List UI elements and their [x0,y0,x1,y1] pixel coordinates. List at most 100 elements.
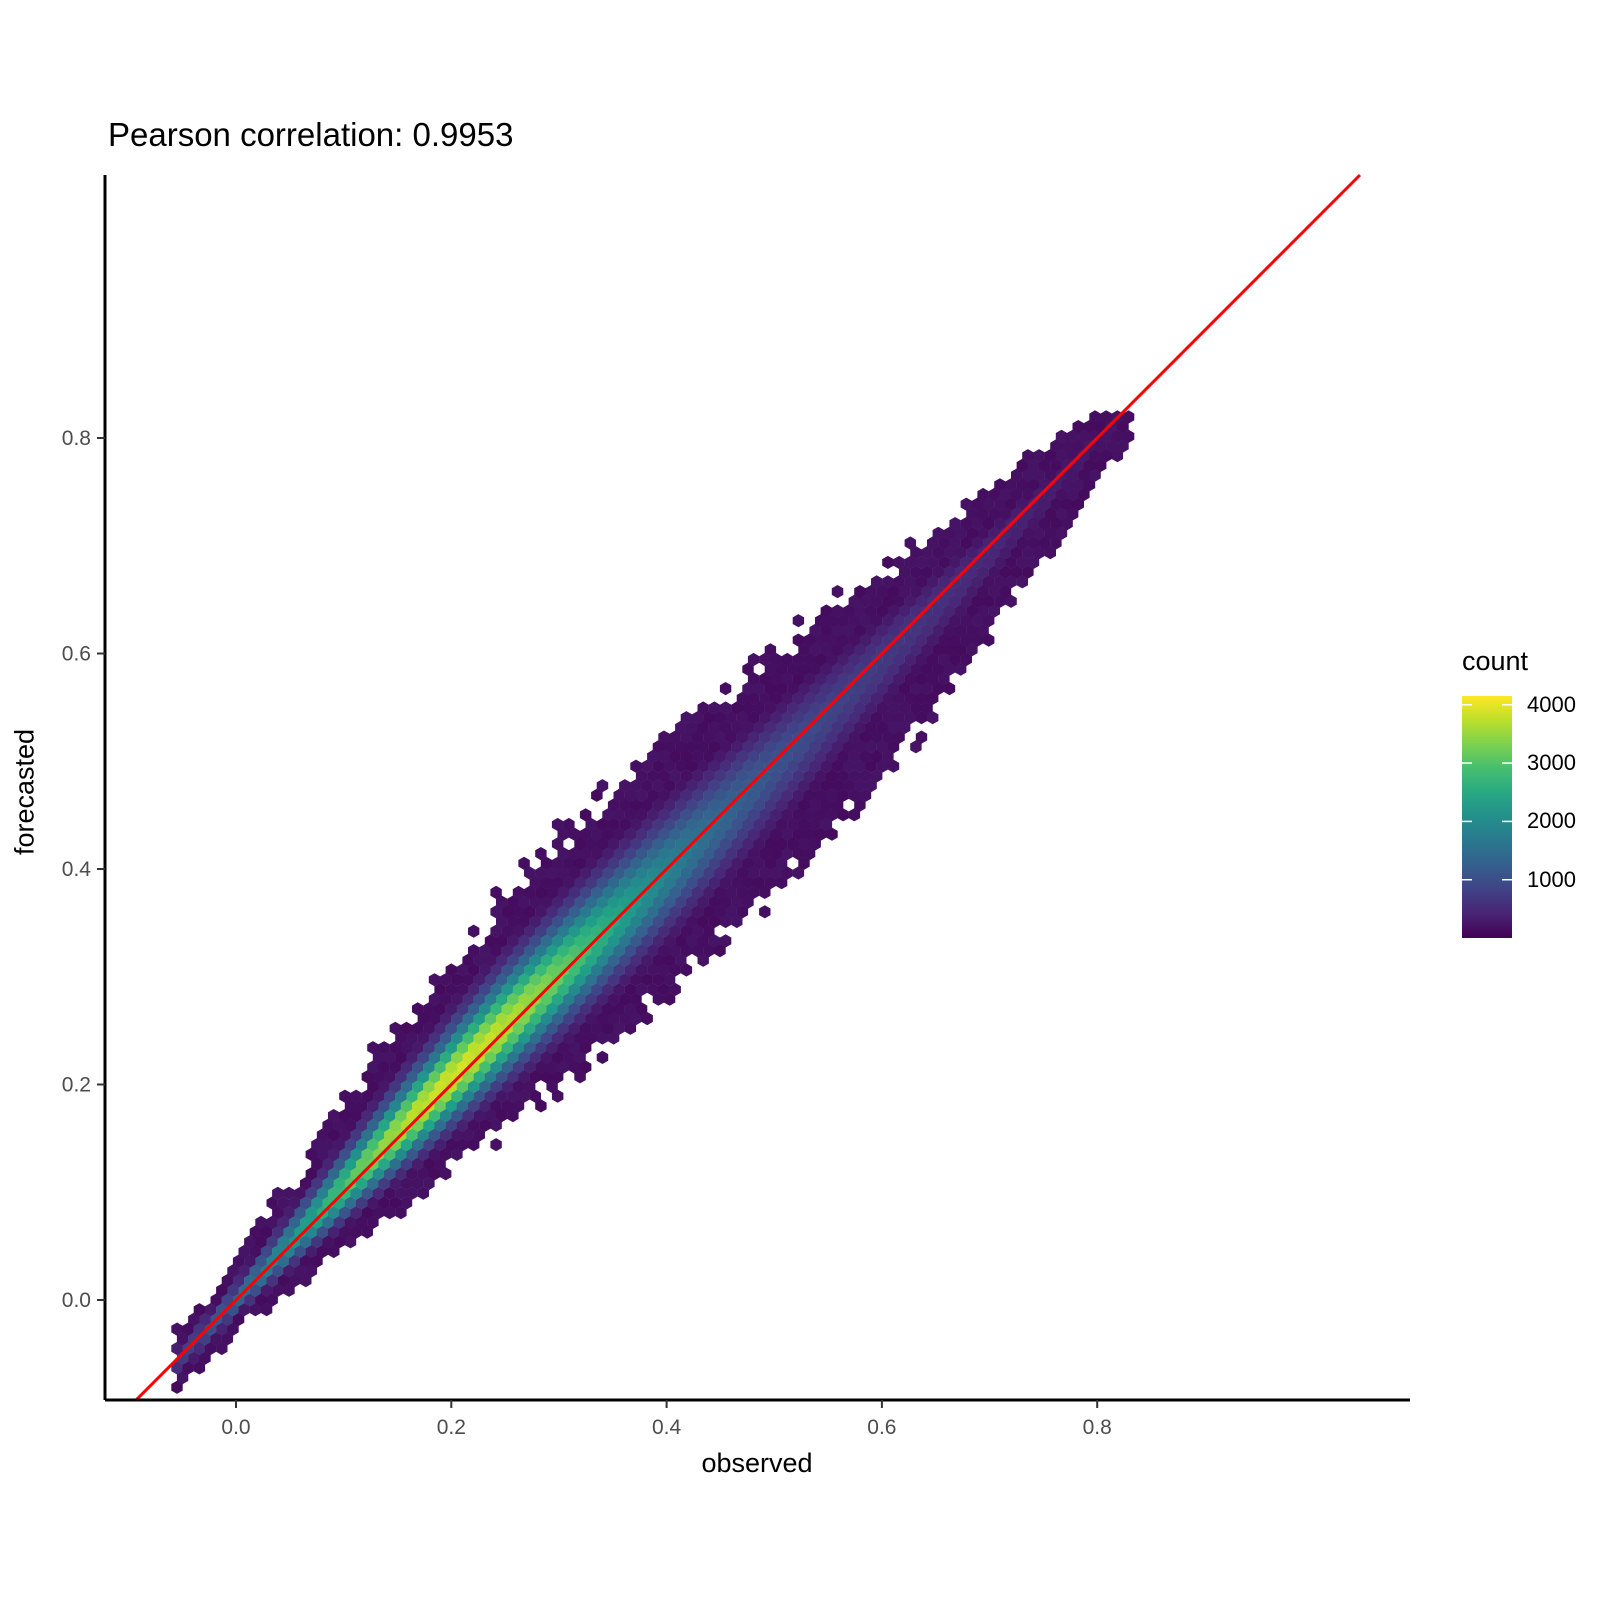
hexbin-cell [524,866,536,880]
hexbin-cell [736,885,749,899]
hexbin-cell [540,953,553,967]
hexbin-cell [647,924,659,938]
hexbin-cell [775,720,788,734]
hexbin-cell [893,672,905,686]
hexbin-cell [551,1031,564,1045]
hexbin-cell [658,944,670,958]
hexbin-cell [630,914,642,929]
hexbin-cell [663,817,676,832]
hexbin-cell [697,856,709,870]
hexbin-cell [697,914,709,929]
hexbin-cell [216,1341,228,1356]
hexbin-cell [238,1264,250,1278]
hexbin-cell [927,614,939,628]
hexbin-cell [635,866,648,880]
hexbin-cell [759,885,771,899]
hexbin-cell [591,847,603,861]
hexbin-cell [496,1070,508,1084]
hexbin-cell [815,749,827,764]
hexbin-cell [440,1167,452,1181]
hexbin-cell [960,594,972,608]
hexbin-cell [843,779,855,793]
hexbin-cell [266,1196,278,1210]
hexbin-cell [843,740,855,754]
hexbin-cell [613,944,625,958]
hexbin-cell [759,827,771,841]
hexbin-cell [423,1079,435,1094]
hexbin-cell [775,682,788,696]
hexbin-cell [389,1118,401,1132]
hexbin-cell [484,1089,497,1103]
hexbin-cell [859,652,872,667]
hexbin-cell [910,643,922,657]
hexbin-cell [943,565,956,579]
hexbin-cell [1016,478,1028,492]
hexbin-cell [311,1177,323,1191]
hexbin-cell [697,953,709,967]
hexbin-cell [512,982,525,996]
hexbin-cell [731,914,743,929]
hexbin-cell [1055,449,1068,463]
hexbin-cell [462,992,474,1006]
hexbin-cell [798,682,810,696]
hexbin-cell [859,614,872,628]
hexbin-cell [1050,517,1062,531]
hexbin-cell [546,963,558,977]
hexbin-cell [1094,458,1107,472]
hexbin-cell [742,720,754,734]
hexbin-cell [344,1118,357,1132]
hexbin-cell [820,682,833,696]
hexbin-cell [624,924,637,938]
hexbin-cell [624,944,637,958]
hexbin-cell [915,711,928,725]
hexbin-cell [719,817,732,832]
hexbin-cell [507,1089,519,1103]
hexbin-cell [753,798,765,812]
hexbin-cell [613,866,625,880]
hexbin-cell [1066,468,1079,482]
hexbin-cell [949,633,961,647]
hexbin-cell [579,866,592,880]
hexbin-cell [496,914,508,929]
hexbin-cell [512,1021,525,1035]
hexbin-cell [311,1235,323,1249]
hexbin-cell [854,779,866,793]
hexbin-cell [803,769,816,783]
hexbin-cell [775,662,788,676]
hexbin-cell [714,944,726,958]
hexbin-cell [507,973,519,987]
hexbin-cell [955,643,967,657]
hexbin-cell [999,565,1012,579]
hexbin-cell [406,1050,418,1064]
hexbin-cell [613,847,625,861]
hexbin-cell [904,711,916,725]
hexbin-cell [820,643,833,657]
hexbin-cell [563,973,575,987]
hexbin-cell [635,769,648,783]
hexbin-cell [591,827,603,841]
hexbin-cell [529,934,541,948]
hexbin-cell [568,982,581,996]
hexbin-cell [887,604,900,618]
hexbin-cell [607,837,620,851]
hexbin-cell [787,701,799,715]
hexbin-cell [607,934,620,948]
hexbin-cell [831,779,844,793]
hexbin-cell [680,963,693,977]
hexbin-cell [803,808,816,822]
hexbin-cell [551,914,564,929]
hexbin-cell [652,934,665,948]
hexbin-cell [999,487,1012,502]
hexbin-cell [686,914,698,929]
hexbin-cell [759,788,771,802]
hexbin-cell [938,575,950,589]
hexbin-cell [221,1293,234,1307]
hexbin-cell [893,652,905,667]
hexbin-cell [1061,517,1073,531]
hexbin-cell [378,1157,390,1171]
hexbin-cell [1044,487,1056,502]
hexbin-cell [742,798,754,812]
hexbin-cell [417,1089,429,1103]
hexbin-cell [697,876,709,890]
hexbin-cell [871,749,883,764]
